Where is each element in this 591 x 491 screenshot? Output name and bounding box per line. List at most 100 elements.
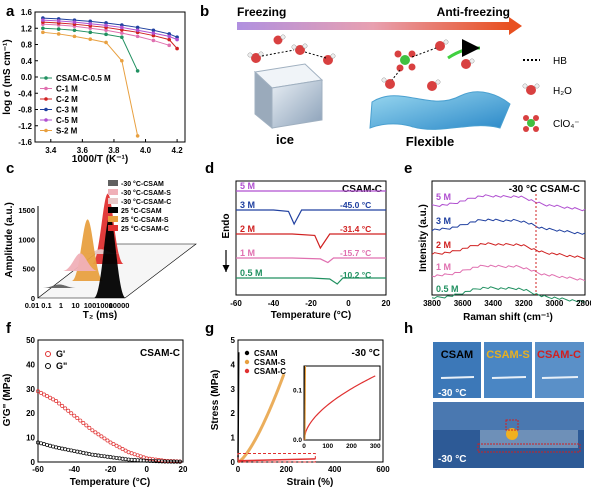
panel-e-x-tick-label: 3800 [423, 299, 441, 308]
panel-a-legend-marker [44, 76, 48, 80]
panel-f-point [114, 443, 119, 448]
panel-g-series [237, 352, 316, 464]
panel-f-legend-marker [45, 363, 51, 369]
panel-g: g -30 °C 0 200 400 600 0 1 2 3 4 5 CSAMCSAM-SCSAM… [205, 320, 390, 488]
panel-f-point [36, 389, 40, 394]
panel-d-series-label: 5 M [240, 181, 255, 191]
panel-a-point [41, 18, 45, 22]
panel-d-series-line [236, 209, 386, 226]
panel-f-point [78, 418, 83, 423]
panel-d-onset-temp: -15.7 °C [340, 248, 371, 258]
ice-cube [253, 63, 324, 130]
panel-g-legend-marker [244, 350, 250, 356]
panel-d-onset-temp: -10.2 °C [340, 270, 371, 280]
panel-f-point [81, 421, 86, 425]
panel-g-legend-marker [244, 368, 250, 374]
gradient-arrow-head [509, 17, 522, 35]
panel-f-point [96, 432, 101, 437]
panel-a-point [88, 21, 93, 26]
panel-f-point [75, 449, 80, 454]
panel-a-y-tick-label: 0.8 [21, 41, 33, 50]
sample-label-csam-c: CSAM-C [537, 349, 581, 361]
perchlorate-legend-label: ClO₄⁻ [553, 119, 580, 130]
panel-c-ylabel: Amplitude (a.u.) [4, 202, 15, 278]
panel-g-y-tick-label: 2 [231, 409, 236, 418]
panel-f-point [57, 401, 62, 406]
panel-f-point [51, 397, 56, 402]
panel-a-legend-marker [44, 118, 48, 122]
panel-f-point [87, 425, 92, 430]
panel-c-x-tick-label: 10 [71, 301, 79, 310]
panel-a-point [135, 25, 140, 30]
panel-a-x-tick-label: 3.8 [108, 146, 120, 155]
panel-f-point [63, 406, 68, 411]
panel-a-y-tick-label: 1.2 [21, 24, 33, 33]
panel-g-letter: g [205, 320, 214, 337]
panel-g-series-line [237, 373, 286, 464]
sample-label-csam-s: CSAM-S [486, 349, 529, 361]
panel-c-legend-label: 25 °C-CSAM-C [121, 225, 169, 233]
temperature-gradient-bar [237, 22, 509, 30]
panel-g-legend-label: CSAM-C [254, 367, 286, 376]
panel-g-title: -30 °C [352, 348, 380, 359]
panel-c-legend-swatch [108, 225, 118, 231]
panel-d-series-line [236, 233, 386, 250]
panel-f-letter: f [6, 320, 12, 337]
panel-e-series-label: 2 M [436, 240, 451, 250]
panel-a-legend-label: CSAM-C-0.5 M [56, 74, 111, 83]
panel-a-legend-label: S-2 M [56, 127, 78, 136]
panel-a-point [72, 20, 77, 24]
panel-c-x-tick-label: 1000 [96, 301, 113, 310]
panel-e-series-line [431, 264, 586, 282]
panel-a-series-line [42, 17, 178, 38]
panel-g-inset: 0 100 200 300 0.0 0.1 [293, 365, 381, 450]
panel-a-x-tick-label: 3.4 [45, 146, 57, 155]
panel-b-freezing: Freezing [237, 5, 286, 19]
panel-e-x-tick-label: 3600 [454, 299, 472, 308]
panel-a-point [167, 43, 172, 48]
panel-a-legend-marker [44, 107, 48, 112]
water-legend-label: H₂O [553, 86, 572, 97]
panel-a-x-ticks: 3.4 3.6 3.8 4.0 4.2 [45, 139, 183, 155]
panel-g-inset-frame [303, 365, 381, 441]
panel-f-point [90, 428, 95, 433]
panel-g-x-tick-label: 0 [236, 465, 241, 474]
panel-a-point [175, 37, 179, 42]
panel-d-series-line [236, 257, 386, 264]
panel-a-x-tick-label: 4.0 [140, 146, 152, 155]
panel-a-x-tick-label: 4.2 [172, 146, 184, 155]
panel-a-point [135, 134, 140, 138]
panel-a-y-tick-label: 0.4 [21, 57, 33, 66]
panel-a-series-line [42, 21, 178, 49]
panel-a-point [104, 23, 108, 28]
panel-c-letter: c [6, 160, 14, 177]
panel-a-legend-marker [44, 128, 48, 133]
panel-c-legend-swatch [108, 180, 118, 186]
panel-f-x-tick-label: 20 [179, 465, 188, 474]
panel-f-point [60, 403, 65, 408]
panel-f-series [36, 389, 182, 464]
panel-e-x-tick-label: 3000 [546, 299, 564, 308]
panel-f-point [93, 430, 98, 435]
panel-g-x-tick-label: 600 [376, 465, 390, 474]
panel-d-title: CSAM-C [342, 184, 382, 195]
panel-e-series-line [431, 242, 586, 260]
panel-a-legend-label: C-1 M [56, 85, 78, 94]
panel-c-x-tick-label: 100 [84, 301, 97, 310]
panel-a-point [104, 28, 108, 33]
panel-c-peak [62, 253, 99, 271]
panel-f-ylabel: G'G" (MPa) [2, 374, 13, 427]
panel-g-y-tick-label: 3 [231, 385, 236, 394]
panel-f-x-tick-label: -20 [105, 465, 117, 474]
panel-c-x-tick-label: 0.1 [41, 301, 51, 310]
panel-h: h CSAM CSAM-S CSAM-C -30 °C -30 °C [404, 320, 584, 468]
panel-d-series-label: 0.5 M [240, 268, 263, 278]
panel-d-onset-temp: -31.4 °C [340, 224, 371, 234]
panel-a-y-tick-label: -1.6 [18, 138, 32, 147]
panel-c-legend-label: 25 °C-CSAM [121, 207, 162, 215]
panel-f-point [84, 423, 89, 428]
panel-c-legend-swatch [108, 198, 118, 204]
panel-d-series-label: 1 M [240, 248, 255, 258]
panel-c-legend-swatch [108, 216, 118, 222]
photo-csam: CSAM [433, 342, 481, 398]
